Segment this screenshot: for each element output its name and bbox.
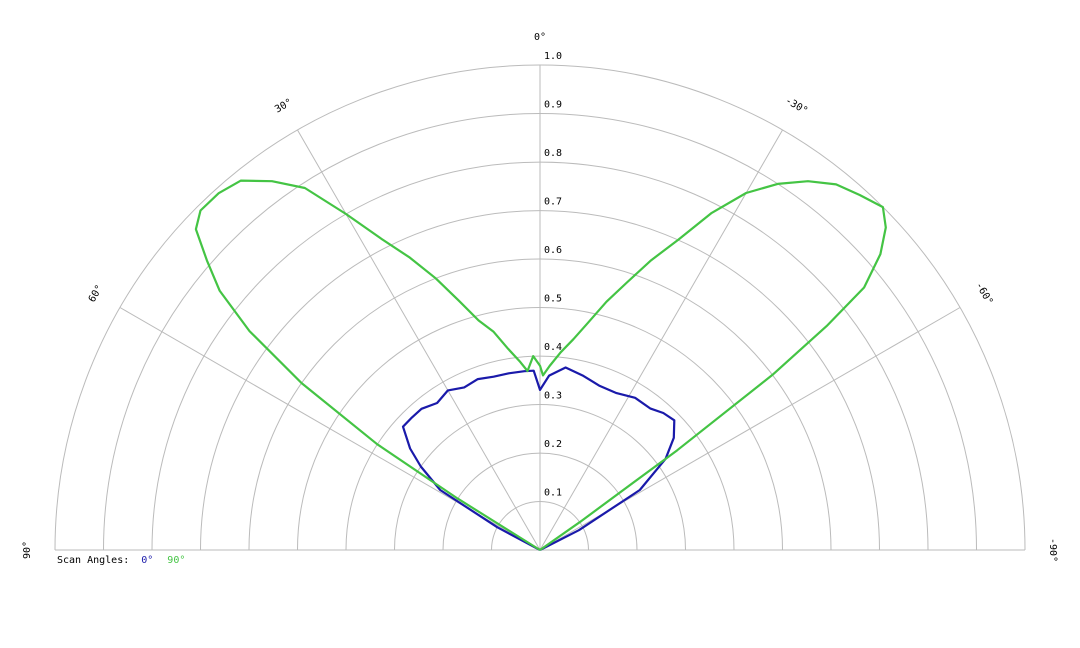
r-tick-label: 0.6 xyxy=(544,245,562,256)
theta-tick-label: 90° xyxy=(22,541,33,559)
r-tick-label: 0.4 xyxy=(544,342,562,353)
legend-entry: 0° xyxy=(141,555,153,566)
r-tick-label: 1.0 xyxy=(544,51,562,62)
legend-entry: 90° xyxy=(167,555,185,566)
theta-tick-label: -30° xyxy=(783,95,809,117)
series-line xyxy=(401,366,676,551)
theta-tick-label: -90° xyxy=(1047,538,1058,562)
r-tick-label: 0.8 xyxy=(544,148,562,159)
series-line xyxy=(194,179,887,551)
r-tick-label: 0.2 xyxy=(544,439,562,450)
plot-area xyxy=(194,179,887,551)
r-tick-label: 0.5 xyxy=(544,294,562,305)
grid-spoke xyxy=(297,129,541,551)
grid-spoke xyxy=(539,129,783,551)
theta-tick-label: 30° xyxy=(273,97,294,116)
r-tick-label: 0.9 xyxy=(544,100,562,111)
r-tick-label: 0.1 xyxy=(544,488,562,499)
r-tick-label: 0.7 xyxy=(544,197,562,208)
theta-tick-label: -60° xyxy=(973,281,995,307)
theta-tick-label: 60° xyxy=(87,283,106,304)
grid: 0.1 0.2 0.3 0.4 0.5 0.6 0.7 0.8 0.9 1.0 90° 60° 30° 0… xyxy=(22,32,1058,562)
r-tick-label: 0.3 xyxy=(544,391,562,402)
legend-title: Scan Angles: xyxy=(57,555,129,566)
theta-tick-label: 0° xyxy=(534,32,546,43)
